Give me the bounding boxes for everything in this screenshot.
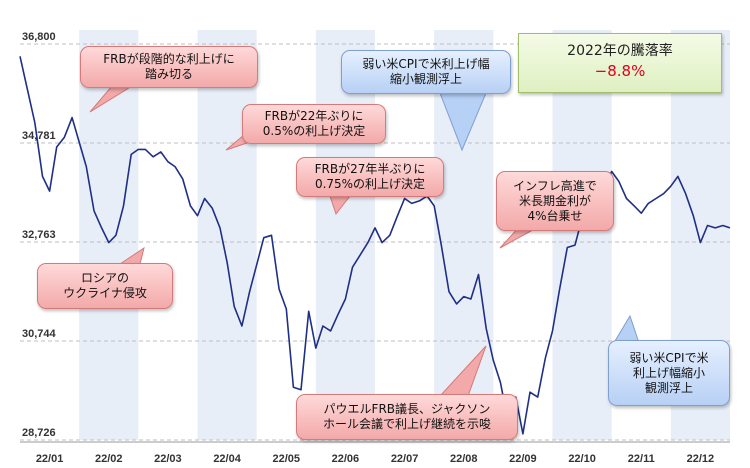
month-band (552, 30, 612, 440)
x-tick-label: 22/02 (95, 453, 123, 465)
month-band (315, 30, 375, 440)
x-tick-label: 22/09 (509, 453, 537, 465)
y-tick-label: 30,744 (22, 328, 57, 340)
y-tick-label: 32,763 (22, 229, 56, 241)
x-tick-label: 22/06 (332, 453, 360, 465)
y-axis: 36,800 34,781 32,763 30,744 28,726 (22, 31, 57, 439)
x-tick-label: 22/05 (272, 453, 300, 465)
ytd-title: 2022年の騰落率 (567, 43, 673, 59)
y-tick-label: 28,726 (22, 427, 56, 439)
x-tick-label: 22/04 (213, 453, 241, 465)
x-tick-label: 22/07 (391, 453, 419, 465)
callout-pointers (89, 85, 641, 397)
callout-pointer (499, 225, 541, 249)
y-tick-label: 36,800 (22, 31, 56, 43)
month-band (197, 30, 257, 440)
callout-pointer (611, 314, 641, 347)
x-tick-label: 22/12 (687, 453, 715, 465)
x-tick-label: 22/11 (628, 453, 655, 465)
ytd-return-box: 2022年の騰落率 −8.8% (518, 33, 722, 93)
x-axis: 22/01 22/02 22/03 22/04 22/05 22/06 22/07 22/08… (20, 441, 730, 465)
x-tick-label: 22/10 (568, 453, 596, 465)
x-tick-label: 22/03 (154, 453, 182, 465)
ytd-value: −8.8% (594, 62, 646, 80)
x-tick-label: 22/08 (450, 453, 478, 465)
x-tick-label: 22/01 (36, 453, 64, 465)
y-tick-label: 34,781 (22, 130, 56, 142)
